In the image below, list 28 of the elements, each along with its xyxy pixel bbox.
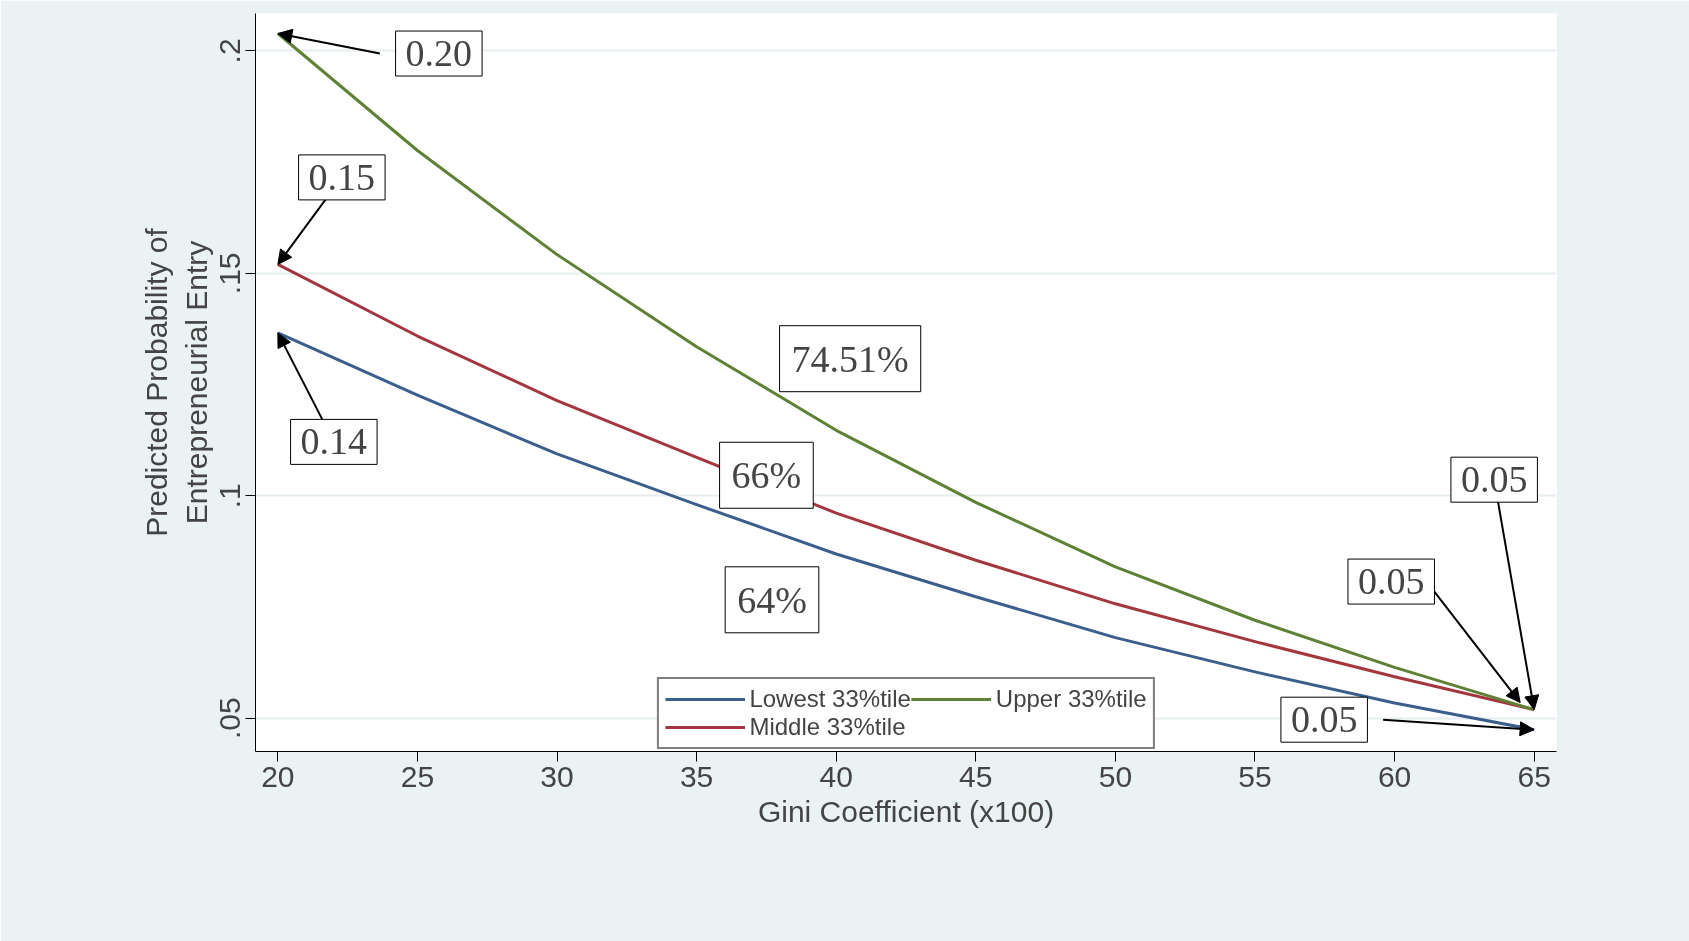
- y-tick-label: .2: [213, 38, 247, 64]
- annotation: 64%: [737, 578, 807, 621]
- x-tick-label: 25: [400, 759, 435, 793]
- x-tick-label: 45: [959, 759, 993, 793]
- annotation: 66%: [731, 454, 802, 497]
- y-axis-title: Predicted Probability of Entrepreneurial Entry: [139, 227, 213, 537]
- annotation: 0.05: [1460, 458, 1528, 501]
- annotation: 0.05: [1290, 698, 1358, 741]
- annotation: 0.15: [308, 155, 376, 198]
- x-tick-label: 35: [679, 759, 714, 793]
- legend-label: Lowest 33%tile: [749, 685, 911, 713]
- x-tick-label: 20: [261, 759, 295, 793]
- x-tick-label: 60: [1377, 759, 1412, 793]
- x-tick-label: 50: [1098, 759, 1133, 793]
- annotation: 0.05: [1357, 560, 1425, 603]
- legend-label: Middle 33%tile: [749, 713, 906, 741]
- x-tick-label: 55: [1238, 759, 1272, 793]
- x-tick-label: 30: [540, 759, 574, 793]
- y-tick-label: .15: [213, 252, 247, 295]
- x-tick-label: 40: [819, 759, 853, 793]
- y-tick-label: .05: [213, 697, 247, 739]
- x-tick-label: 65: [1517, 759, 1551, 793]
- annotation: 74.51%: [791, 337, 909, 380]
- annotation: 0.20: [405, 32, 473, 75]
- y-tick-label: .1: [213, 483, 247, 509]
- legend-label: Upper 33%tile: [995, 685, 1147, 713]
- annotation: 0.14: [300, 420, 368, 463]
- x-axis-title: Gini Coefficient (x100): [757, 794, 1055, 828]
